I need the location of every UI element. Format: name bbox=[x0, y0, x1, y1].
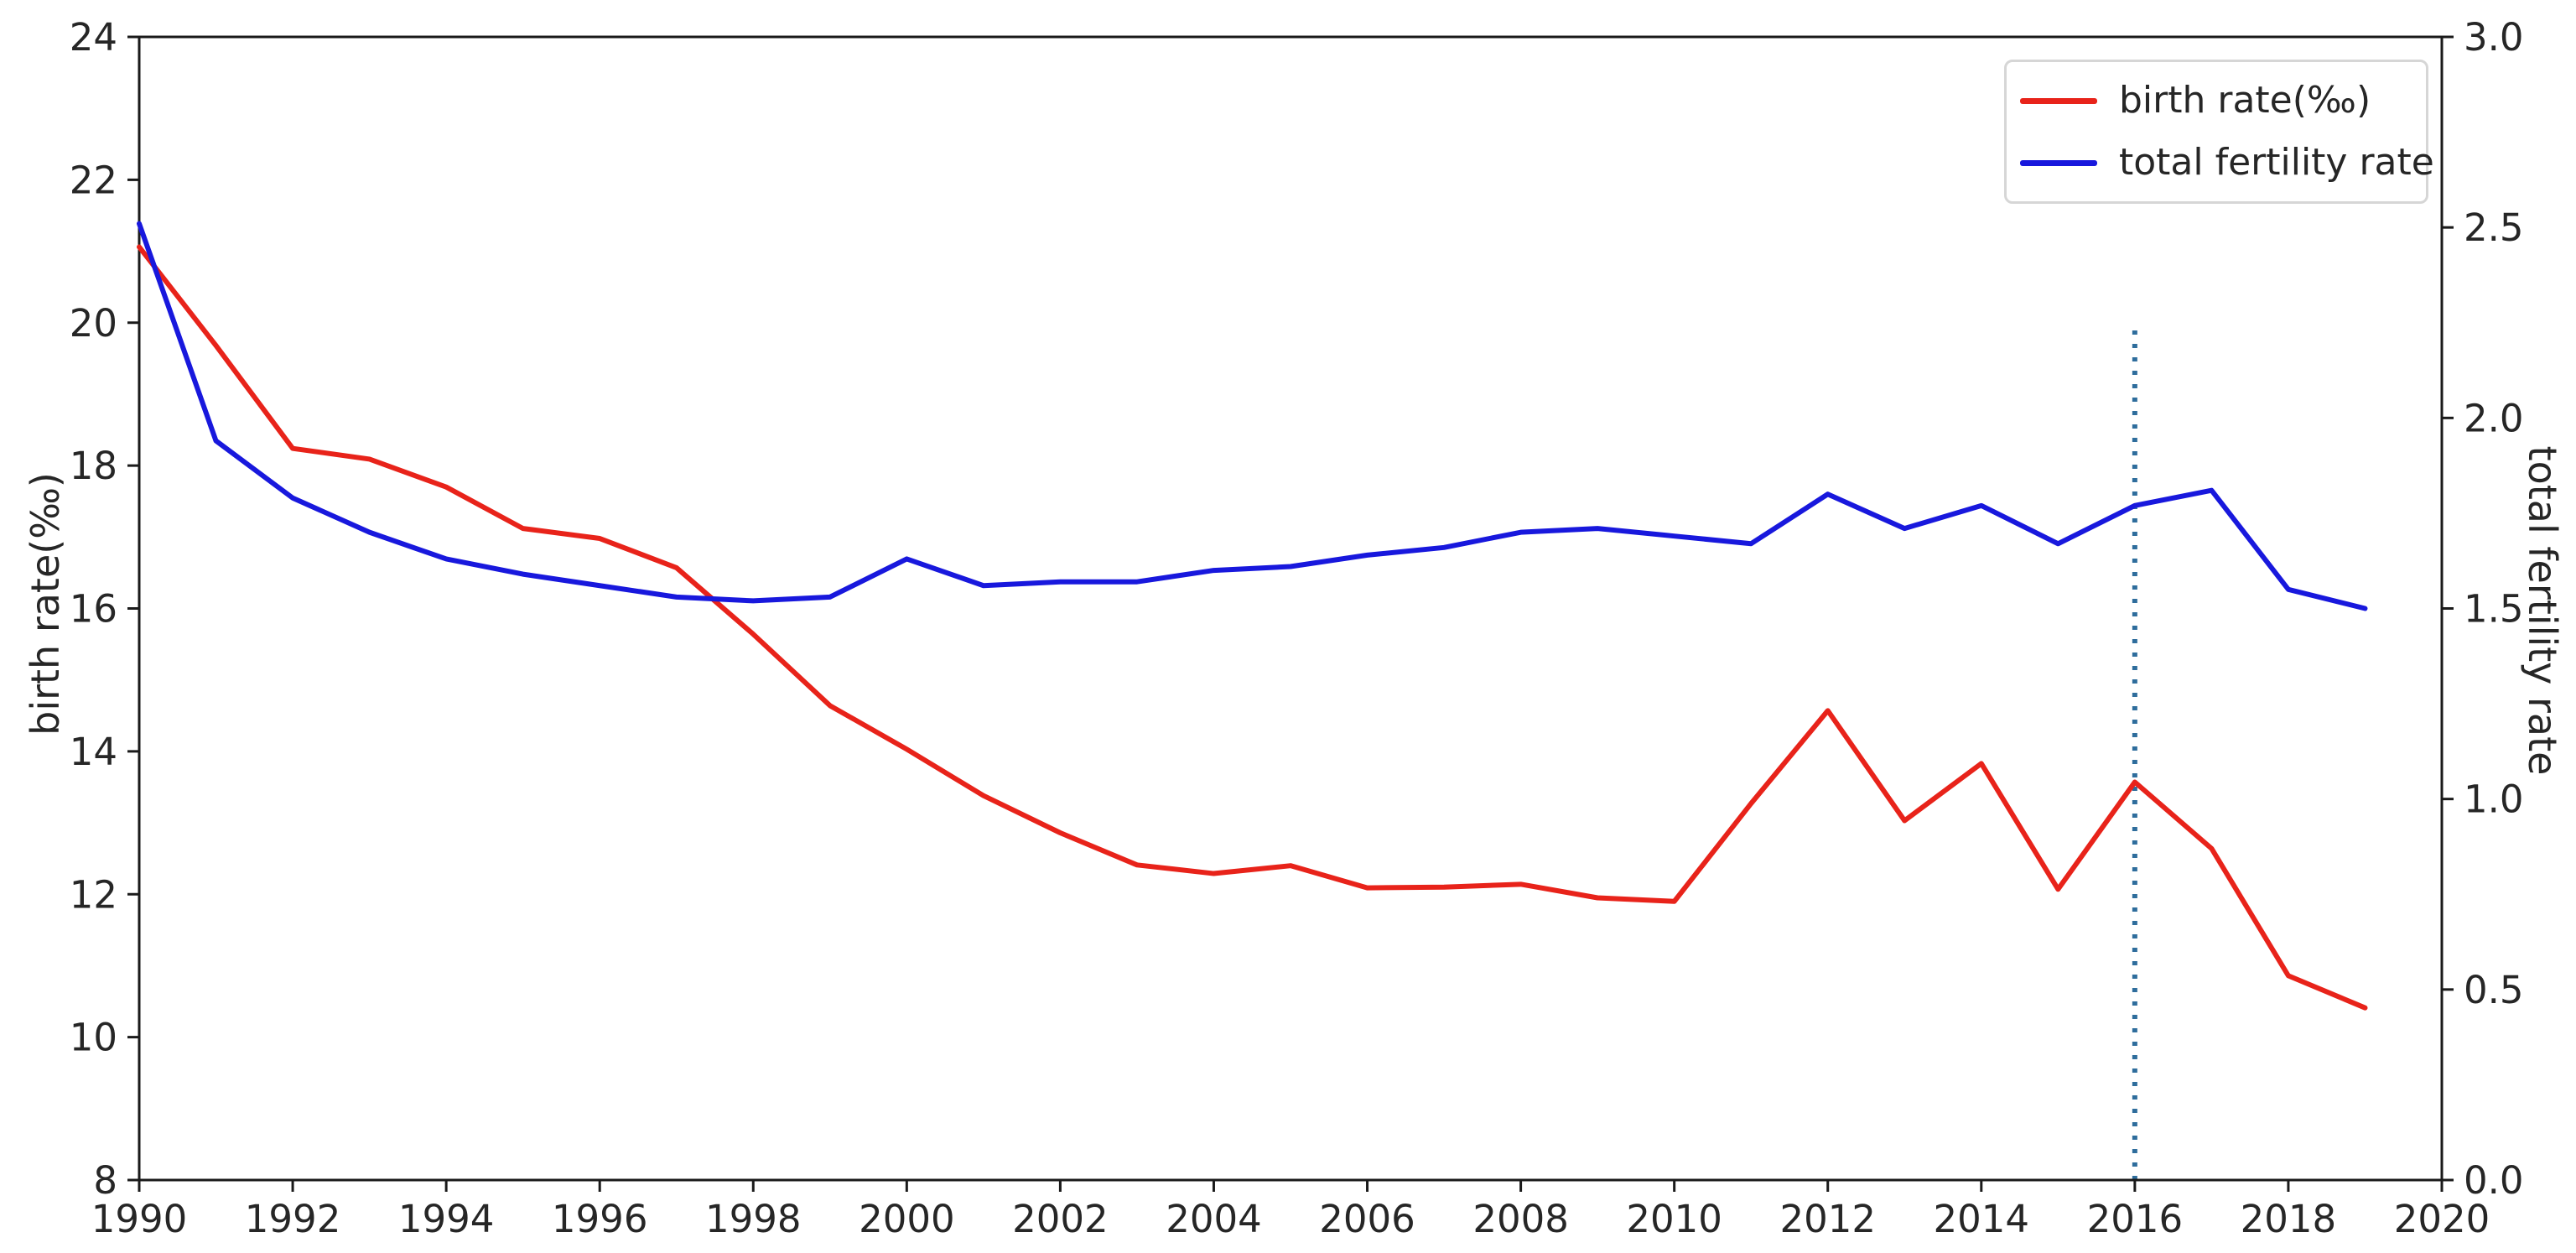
svg-text:1994: 1994 bbox=[398, 1197, 495, 1241]
legend-label-birth-rate: birth rate(‰) bbox=[2119, 79, 2371, 122]
svg-text:2016: 2016 bbox=[2087, 1197, 2184, 1241]
svg-text:2000: 2000 bbox=[859, 1197, 955, 1241]
svg-text:22: 22 bbox=[70, 158, 117, 202]
svg-text:10: 10 bbox=[70, 1016, 117, 1060]
legend-item-birth-rate: birth rate(‰) bbox=[2020, 82, 2426, 119]
left-axis-title: birth rate(‰) bbox=[23, 472, 68, 736]
fertility-rate-line-icon bbox=[2020, 159, 2097, 166]
svg-text:1992: 1992 bbox=[245, 1197, 341, 1241]
svg-text:3.0: 3.0 bbox=[2464, 15, 2524, 60]
svg-text:16: 16 bbox=[70, 587, 117, 632]
svg-text:12: 12 bbox=[70, 872, 117, 917]
svg-text:2004: 2004 bbox=[1166, 1197, 1262, 1241]
svg-text:2018: 2018 bbox=[2241, 1197, 2337, 1241]
right-axis-title: total fertility rate bbox=[2520, 445, 2565, 776]
svg-text:1996: 1996 bbox=[552, 1197, 648, 1241]
svg-text:0.5: 0.5 bbox=[2464, 968, 2524, 1012]
svg-text:24: 24 bbox=[70, 15, 117, 60]
svg-text:1.5: 1.5 bbox=[2464, 587, 2524, 632]
birth-rate-line-icon bbox=[2020, 97, 2097, 104]
legend-label-fertility-rate: total fertility rate bbox=[2119, 141, 2434, 184]
legend: birth rate(‰) total fertility rate bbox=[2004, 60, 2434, 204]
svg-text:1998: 1998 bbox=[705, 1197, 802, 1241]
svg-text:2.5: 2.5 bbox=[2464, 205, 2524, 250]
svg-text:2006: 2006 bbox=[1319, 1197, 1415, 1241]
svg-text:2012: 2012 bbox=[1779, 1197, 1876, 1241]
svg-text:1990: 1990 bbox=[91, 1197, 188, 1241]
svg-text:20: 20 bbox=[70, 301, 117, 346]
svg-text:0.0: 0.0 bbox=[2464, 1158, 2524, 1203]
svg-text:18: 18 bbox=[70, 444, 117, 488]
svg-text:8: 8 bbox=[93, 1158, 117, 1203]
svg-text:2002: 2002 bbox=[1012, 1197, 1109, 1241]
svg-text:1.0: 1.0 bbox=[2464, 777, 2524, 822]
svg-text:2008: 2008 bbox=[1472, 1197, 1569, 1241]
legend-item-fertility-rate: total fertility rate bbox=[2020, 144, 2434, 181]
svg-text:2020: 2020 bbox=[2394, 1197, 2490, 1241]
svg-text:2014: 2014 bbox=[1934, 1197, 2030, 1241]
svg-text:14: 14 bbox=[70, 730, 117, 774]
svg-text:2010: 2010 bbox=[1626, 1197, 1722, 1241]
svg-text:2.0: 2.0 bbox=[2464, 396, 2524, 440]
